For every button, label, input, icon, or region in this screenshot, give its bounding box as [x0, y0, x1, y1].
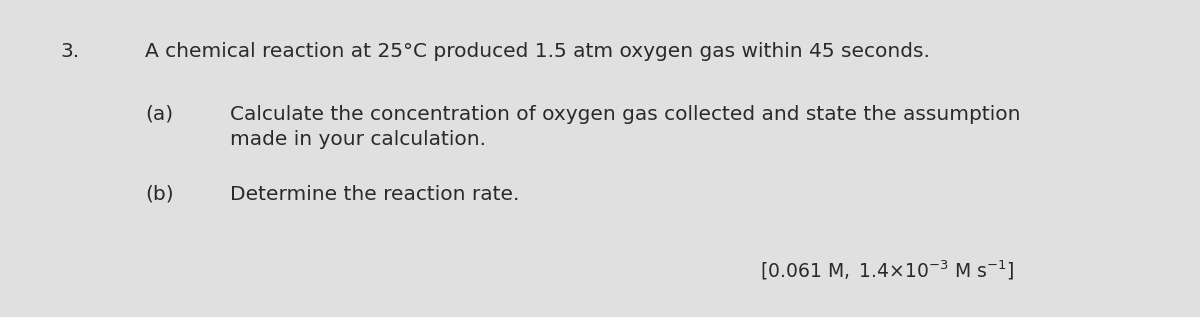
- Text: $[0.061\ \mathrm{M},\ 1.4{\times}10^{-3}\ \mathrm{M\ s^{-1}}]$: $[0.061\ \mathrm{M},\ 1.4{\times}10^{-3}…: [760, 258, 1014, 281]
- Text: A chemical reaction at 25°C produced 1.5 atm oxygen gas within 45 seconds.: A chemical reaction at 25°C produced 1.5…: [145, 42, 930, 61]
- Text: Determine the reaction rate.: Determine the reaction rate.: [230, 185, 520, 204]
- Text: Calculate the concentration of oxygen gas collected and state the assumption: Calculate the concentration of oxygen ga…: [230, 105, 1020, 124]
- Text: (a): (a): [145, 105, 173, 124]
- Text: made in your calculation.: made in your calculation.: [230, 130, 486, 149]
- Text: (b): (b): [145, 185, 174, 204]
- Text: 3.: 3.: [60, 42, 79, 61]
